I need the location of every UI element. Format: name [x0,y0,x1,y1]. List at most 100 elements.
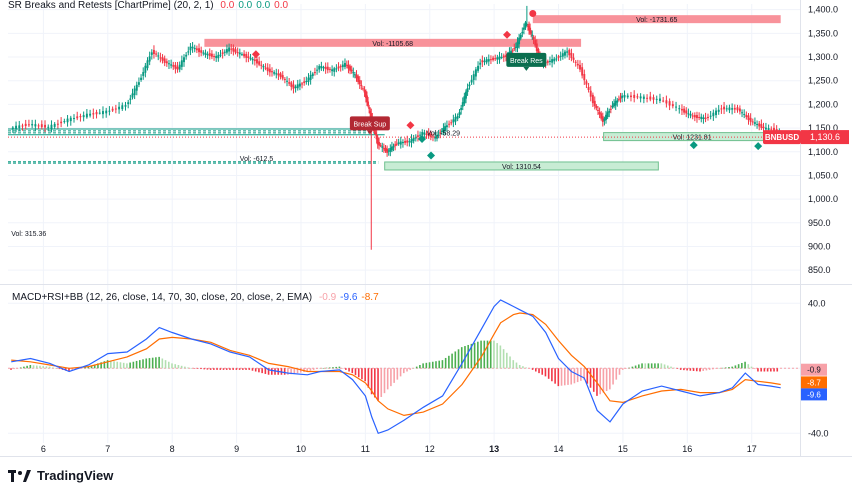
candle-body [208,53,211,57]
macd-histogram-bar [544,368,547,377]
candle-up [124,101,127,111]
candle-body [516,41,519,48]
macd-histogram-bar [110,360,112,369]
candle-down [751,118,754,126]
candle-body [525,23,528,25]
macd-histogram-bar [621,368,624,370]
candle-down [492,55,495,62]
candle-up [626,93,629,99]
candle-down [504,50,507,62]
candle-body [172,65,175,67]
candle-up [127,99,130,109]
macd-histogram-bar [551,368,553,382]
candle-down [349,64,352,75]
macd-histogram-bar [357,368,360,378]
candle-up [135,81,138,96]
candle-body [551,59,554,63]
candle-body [561,53,564,57]
candle-up [675,101,678,112]
macd-histogram-bar [647,363,650,369]
macd-histogram-bar [354,368,357,376]
macd-histogram-bar [512,360,515,369]
candle-up [639,93,642,103]
macd-histogram-bar [271,368,273,375]
candle-down [111,106,114,113]
candle-body [595,105,598,108]
candle-body [623,95,626,98]
candle-body [691,115,694,117]
candle-up [516,37,519,53]
candle-down [361,86,364,91]
candle-down [386,145,389,157]
candle-body [288,82,291,84]
candle-body [253,59,256,62]
candle-down [290,80,293,91]
candle-body [707,116,709,118]
candle-down [665,95,668,108]
indicator-legend-value: 0.0 [274,0,289,11]
candle-body [387,150,390,152]
candle-up [353,71,356,79]
candle-up [34,119,37,132]
candle-body [367,101,370,106]
candle-up [89,109,92,118]
candle-up [452,114,455,128]
candle-down [369,107,372,118]
candle-body [502,55,505,58]
indicator-legend: SR Breaks and Retests [ChartPrime] (20, … [8,0,296,11]
macd-histogram-bar [628,367,630,369]
candle-body [745,115,748,118]
candle-body [412,137,415,142]
candle-down [234,46,237,55]
candle-body [247,56,250,58]
candle-body [124,105,127,107]
candle-up [249,53,252,61]
candle-up [414,134,417,142]
macd-histogram-bar [393,368,395,383]
candle-body [349,66,352,71]
candle-body [98,112,101,114]
candle-body [137,82,140,85]
macd-histogram-bar [222,368,225,370]
macd-histogram-bar [737,364,740,369]
candle-body [498,56,501,60]
candle-down [448,120,451,128]
candle-body [204,52,207,55]
candle-body [114,108,117,110]
candle-down [591,92,594,107]
candle-body [335,68,338,70]
candle-down [350,65,353,74]
time-axis-tick: 9 [234,444,239,454]
candle-body [290,82,293,87]
candle-up [445,120,448,132]
candle-down [704,112,707,123]
candle-up [442,123,445,135]
candle-down [583,69,586,85]
candle-body [157,55,160,57]
candle-body [434,136,437,139]
candle-up [603,116,606,126]
candle-body [170,64,173,66]
candle-up [655,95,658,105]
candle-up [702,114,705,124]
signal-marker [754,142,763,151]
candle-up [460,105,463,115]
candle-body [361,88,364,90]
macd-histogram-bar [683,368,685,371]
candle-up [555,54,558,62]
candle-body [526,25,529,27]
candle-down [339,64,342,72]
macd-histogram-bar [406,368,408,372]
candle-body [358,80,361,85]
candle-down [264,63,267,71]
candle-body [749,117,752,122]
macd-histogram-bar [670,366,672,369]
candle-body [700,116,703,119]
candle-body [111,108,114,111]
candle-body [437,134,440,136]
candle-body [423,132,426,135]
candle-body [386,148,389,153]
macd-histogram-bar [667,365,669,369]
break-tag-box [506,52,547,67]
